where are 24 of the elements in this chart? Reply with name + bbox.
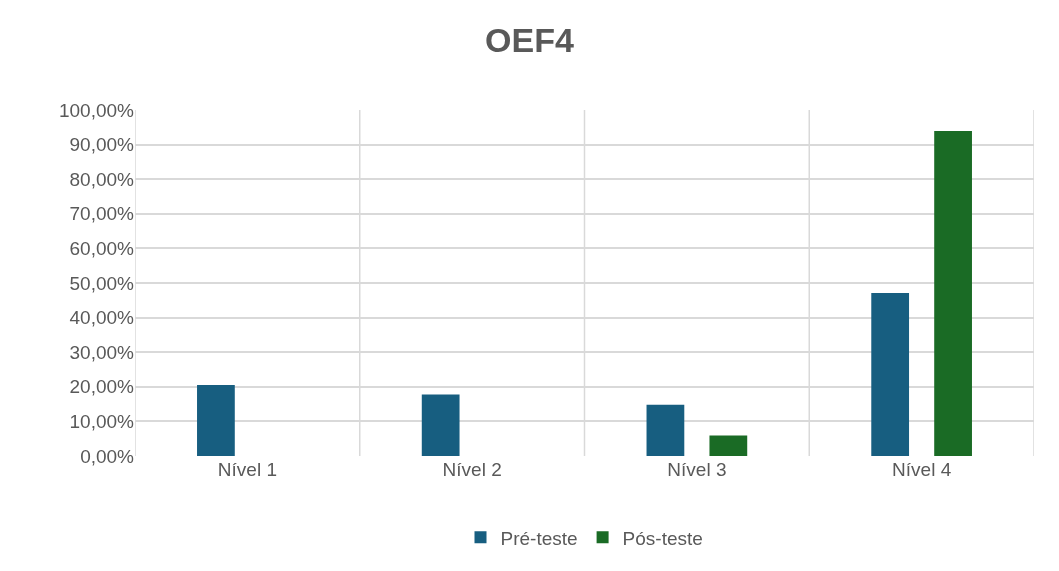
bar: [646, 404, 685, 456]
x-tick-label: Nível 1: [217, 459, 277, 480]
bar: [197, 385, 235, 456]
y-tick-label: 90,00%: [69, 134, 135, 156]
bar: [934, 131, 972, 456]
bar: [871, 293, 910, 456]
x-tick-label: Nível 2: [442, 459, 502, 480]
y-tick-label: 100,00%: [58, 99, 135, 121]
x-tick-label: Nível 4: [892, 459, 952, 480]
y-tick-label: 20,00%: [69, 376, 135, 398]
y-tick-label: 80,00%: [69, 168, 135, 190]
y-tick-label: 50,00%: [69, 272, 135, 294]
y-tick-label: 40,00%: [69, 307, 135, 329]
y-tick-label: 30,00%: [69, 341, 135, 363]
y-tick-label: 0,00%: [80, 445, 135, 467]
y-tick-label: 10,00%: [69, 411, 135, 433]
y-tick-label: 70,00%: [69, 203, 135, 225]
chart-title: OEF4: [485, 21, 574, 60]
bar: [421, 394, 460, 456]
y-tick-label: 60,00%: [69, 238, 135, 260]
bar: [709, 435, 748, 456]
legend-label: Pré-teste: [500, 527, 578, 549]
x-tick-label: Nível 3: [667, 459, 727, 480]
legend-label: Pós-teste: [622, 527, 703, 549]
